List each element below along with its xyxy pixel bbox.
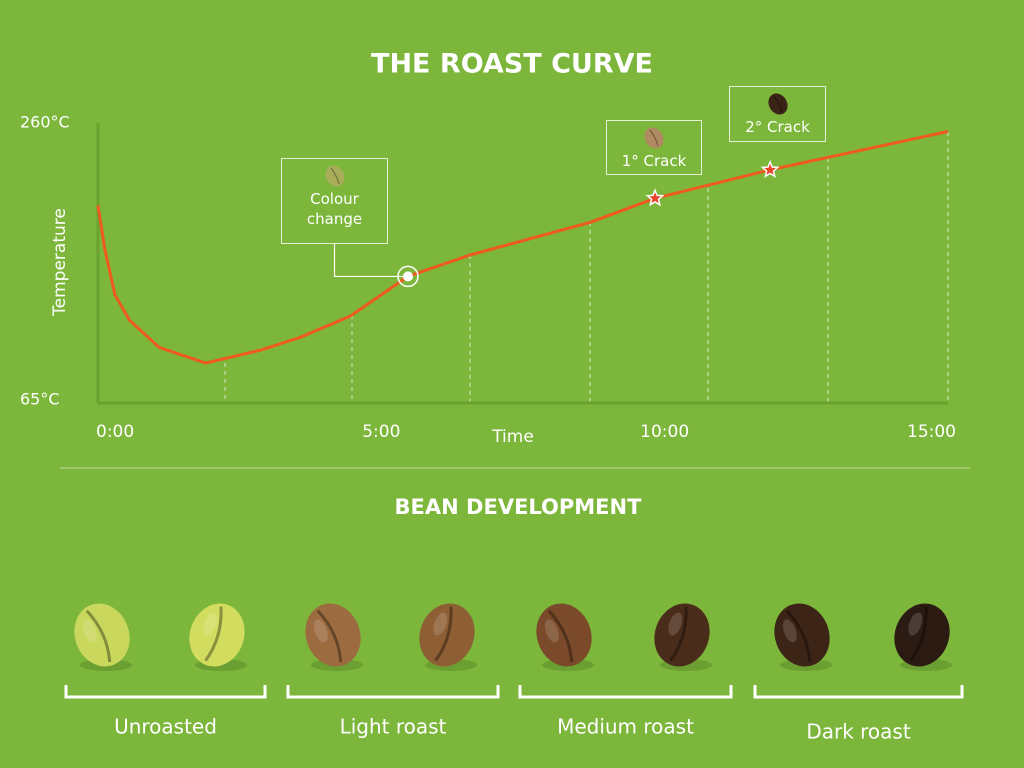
group-label: Light roast (340, 715, 447, 739)
bean-icon-body (644, 127, 664, 149)
section-title: BEAN DEVELOPMENT (395, 495, 643, 519)
x-tick-label: 10:00 (640, 422, 689, 442)
chart-title: THE ROAST CURVE (371, 49, 653, 80)
bean (894, 603, 950, 667)
y-axis-label: Temperature (50, 208, 70, 317)
bean-crease (204, 606, 223, 662)
bean-icon-body (324, 165, 345, 187)
bean-icon-crease (773, 95, 783, 113)
bean-highlight (908, 612, 923, 636)
bean-highlight (544, 619, 559, 643)
bean-crease (547, 609, 574, 663)
y-tick-label: 260°C (20, 113, 70, 132)
bean-highlight (433, 612, 448, 636)
bean-highlight (782, 619, 797, 643)
bean (536, 603, 592, 667)
y-tick-label: 65°C (20, 390, 60, 409)
event-marker (402, 271, 413, 282)
event-marker (760, 159, 780, 178)
x-axis-label: Time (491, 427, 534, 447)
bean (74, 603, 130, 667)
annotation-label: 1° Crack (621, 152, 687, 170)
bean (419, 603, 475, 667)
bean (654, 603, 710, 667)
x-tick-label: 0:00 (96, 422, 134, 442)
bean (774, 603, 830, 667)
group-label: Dark roast (806, 720, 911, 744)
bean-icon (644, 127, 664, 149)
bean-icon (767, 93, 788, 115)
bean-highlight (668, 612, 683, 636)
bean-crease (785, 609, 812, 663)
group-label: Unroasted (114, 715, 217, 739)
x-tick-label: 15:00 (907, 422, 956, 442)
roast-curve (96, 130, 949, 365)
bean-crease (909, 606, 928, 662)
x-tick-label: 5:00 (362, 422, 400, 442)
bracket (753, 685, 964, 699)
bracket (518, 685, 733, 699)
drop-lines (224, 132, 949, 403)
bracket (64, 685, 267, 699)
bean-highlight (82, 619, 97, 643)
bean-icon-crease (649, 129, 659, 147)
bean-crease (85, 609, 112, 663)
event-marker-ring (397, 265, 419, 288)
bean-highlight (313, 619, 328, 643)
annotation-label: 2° Crack (745, 118, 810, 136)
bean-highlight (203, 612, 218, 636)
annotation-box: 1° Crack (606, 120, 702, 175)
annotation-box: Colour change (281, 158, 388, 244)
bracket (286, 685, 500, 699)
bean-crease (434, 606, 453, 662)
bean-crease (669, 606, 688, 662)
bean-crease (316, 609, 343, 663)
bean-icon-crease (330, 167, 340, 185)
bean-icon (324, 165, 345, 187)
bean (189, 603, 245, 667)
annotation-label: Colour change (306, 190, 363, 228)
event-marker (645, 188, 665, 207)
connector (333, 244, 408, 278)
group-label: Medium roast (557, 715, 694, 739)
annotation-box: 2° Crack (729, 86, 826, 142)
bean (305, 603, 361, 667)
bean-icon-body (767, 93, 788, 115)
